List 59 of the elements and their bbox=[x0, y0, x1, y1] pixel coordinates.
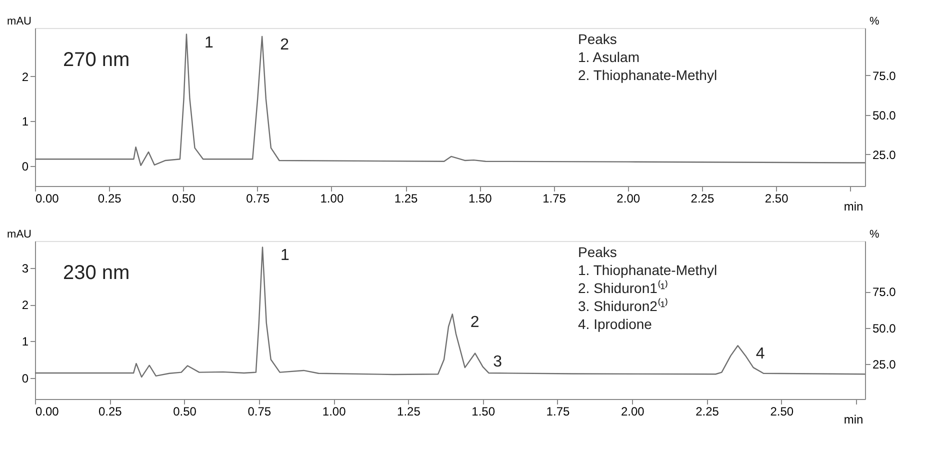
annotation: 2. Shiduron1⁽¹⁾ bbox=[578, 280, 668, 296]
annotation: Peaks bbox=[578, 31, 617, 47]
y-axis-title: mAU bbox=[7, 228, 32, 240]
annotation: 1. Thiophanate-Methyl bbox=[578, 262, 718, 278]
y-tick-label: 2 bbox=[22, 70, 29, 84]
x-tick-label: 0.50 bbox=[173, 404, 197, 418]
annotation: 2 bbox=[470, 314, 480, 332]
annotation: 2. Thiophanate-Methyl bbox=[578, 67, 718, 83]
annotation: 270 nm bbox=[63, 49, 130, 71]
y2-tick-label: 75.0 bbox=[872, 68, 896, 83]
x-tick-label: 0.00 bbox=[36, 404, 60, 418]
y2-axis-title: % bbox=[870, 228, 880, 240]
x-tick-label: 1.75 bbox=[542, 192, 566, 206]
annotation: 3. Shiduron2⁽¹⁾ bbox=[578, 298, 668, 314]
x-tick-label: 2.00 bbox=[620, 404, 645, 418]
y-tick-label: 1 bbox=[22, 114, 29, 129]
x-tick-label: 1.25 bbox=[394, 192, 418, 206]
annotation: 4 bbox=[756, 346, 765, 363]
x-axis-title: min bbox=[844, 200, 864, 214]
x-tick-label: 1.50 bbox=[472, 404, 496, 418]
y2-tick-label: 50.0 bbox=[872, 321, 896, 336]
x-axis-title: min bbox=[844, 412, 864, 426]
y-axis-title: mAU bbox=[7, 16, 32, 28]
annotation: 4. Iprodione bbox=[578, 316, 652, 332]
x-tick-label: 0.75 bbox=[248, 404, 272, 418]
y-tick-label: 0 bbox=[22, 371, 29, 386]
y2-tick-label: 50.0 bbox=[872, 108, 896, 122]
annotation: 1. Asulam bbox=[578, 49, 640, 65]
x-tick-label: 1.75 bbox=[546, 404, 570, 418]
y2-tick-label: 75.0 bbox=[872, 285, 896, 300]
y-tick-label: 3 bbox=[22, 262, 29, 276]
x-tick-label: 1.00 bbox=[322, 404, 346, 418]
x-tick-label: 0.00 bbox=[36, 192, 60, 206]
annotation: 1 bbox=[280, 247, 290, 264]
x-tick-label: 0.50 bbox=[172, 192, 196, 206]
x-tick-label: 0.75 bbox=[246, 192, 270, 206]
y2-tick-label: 25.0 bbox=[872, 148, 896, 162]
line-series bbox=[35, 34, 865, 166]
annotation: Peaks bbox=[578, 244, 617, 260]
x-tick-label: 2.25 bbox=[696, 404, 720, 418]
x-tick-label: 1.25 bbox=[397, 404, 421, 418]
annotation: 230 nm bbox=[63, 262, 130, 284]
y-tick-label: 1 bbox=[22, 334, 29, 349]
x-tick-label: 2.50 bbox=[770, 404, 794, 418]
line-series bbox=[35, 246, 865, 378]
annotation: 2 bbox=[280, 36, 290, 54]
x-tick-label: 1.50 bbox=[468, 192, 492, 206]
y2-axis-title: % bbox=[870, 16, 880, 28]
y-tick-label: 0 bbox=[22, 159, 29, 174]
x-tick-label: 2.25 bbox=[690, 192, 714, 206]
x-tick-label: 1.00 bbox=[320, 192, 344, 206]
annotation: 1 bbox=[204, 34, 214, 52]
annotation: 3 bbox=[493, 353, 502, 370]
x-tick-label: 2.50 bbox=[764, 192, 789, 206]
x-tick-label: 0.25 bbox=[98, 404, 122, 418]
x-tick-label: 0.25 bbox=[98, 192, 122, 206]
y2-tick-label: 25.0 bbox=[872, 358, 896, 372]
y-tick-label: 2 bbox=[22, 298, 29, 312]
x-tick-label: 2.00 bbox=[616, 192, 640, 206]
